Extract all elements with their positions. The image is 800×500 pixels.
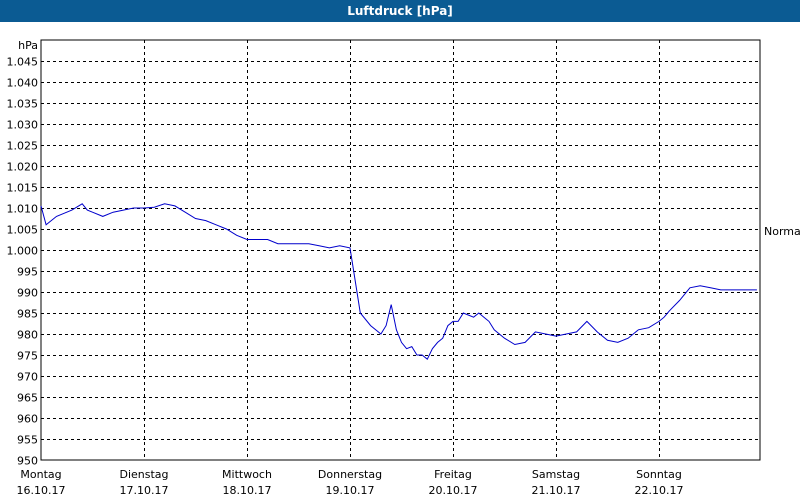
y-tick-label: 1.015 xyxy=(7,182,39,195)
y-tick-label: 960 xyxy=(17,413,38,426)
x-tick-date-label: 16.10.17 xyxy=(17,484,66,497)
y-tick-label: 970 xyxy=(17,371,38,384)
y-tick-label: 1.000 xyxy=(7,245,39,258)
x-tick-date-label: 21.10.17 xyxy=(532,484,581,497)
y-tick-label: 1.025 xyxy=(7,140,39,153)
y-tick-label: 990 xyxy=(17,287,38,300)
y-tick-label: 1.035 xyxy=(7,98,39,111)
plot-area-frame xyxy=(40,39,761,461)
x-tick-day-label: Montag xyxy=(20,468,61,481)
y-tick-label: 980 xyxy=(17,329,38,342)
y-axis-unit-label: hPa xyxy=(18,39,38,52)
x-tick-day-label: Sonntag xyxy=(636,468,682,481)
x-tick-day-label: Dienstag xyxy=(119,468,168,481)
series-line-luftdruck xyxy=(40,203,757,360)
x-tick-date-label: 19.10.17 xyxy=(326,484,375,497)
x-tick-day-label: Mittwoch xyxy=(222,468,272,481)
x-tick-date-label: 17.10.17 xyxy=(120,484,169,497)
y-axis-tick-labels: 950 955 960 965 970 975 980 985 990 995 1.000 1.005… xyxy=(7,56,39,468)
y-tick-label: 1.030 xyxy=(7,119,39,132)
horizontal-gridlines xyxy=(41,61,760,440)
x-tick-day-label: Freitag xyxy=(434,468,472,481)
y-tick-label: 995 xyxy=(17,266,38,279)
x-tick-date-label: 20.10.17 xyxy=(429,484,478,497)
pressure-chart: 950 955 960 965 970 975 980 985 990 995 1.000 1.005… xyxy=(7,39,800,497)
y-tick-label: 965 xyxy=(17,392,38,405)
y-tick-label: 1.040 xyxy=(7,77,39,90)
y-tick-label: 955 xyxy=(17,434,38,447)
x-tick-day-label: Samstag xyxy=(532,468,580,481)
chart-title: Luftdruck [hPa] xyxy=(0,0,800,22)
x-axis-tick-labels: Montag 16.10.17 Dienstag 17.10.17 Mittwoch 18… xyxy=(17,468,684,497)
y-tick-label: 1.045 xyxy=(7,56,39,69)
vertical-gridlines xyxy=(144,40,660,460)
normal-annotation-label: Normal xyxy=(764,225,800,238)
y-tick-label: 1.010 xyxy=(7,203,39,216)
x-tick-date-label: 22.10.17 xyxy=(635,484,684,497)
y-tick-label: 1.020 xyxy=(7,161,39,174)
y-tick-label: 950 xyxy=(17,455,38,468)
y-tick-label: 975 xyxy=(17,350,38,363)
y-tick-label: 1.005 xyxy=(7,224,39,237)
x-tick-day-label: Donnerstag xyxy=(318,468,382,481)
x-tick-date-label: 18.10.17 xyxy=(223,484,272,497)
y-tick-label: 985 xyxy=(17,308,38,321)
